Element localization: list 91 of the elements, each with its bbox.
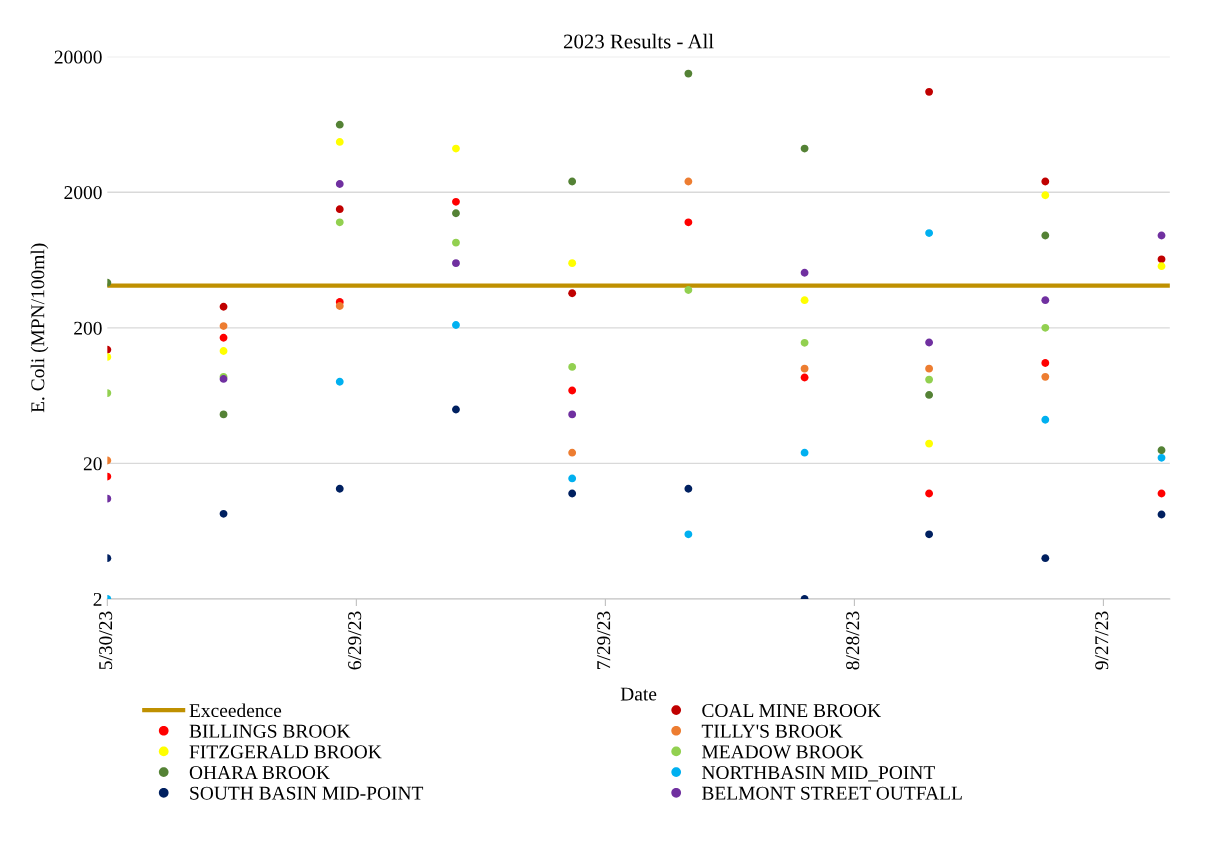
y-tick-label: 20 [83, 457, 102, 471]
point [1157, 489, 1166, 498]
point [684, 69, 693, 78]
point [925, 489, 934, 498]
point [800, 364, 809, 373]
x-tick-label: 6/29/23 [348, 611, 362, 670]
point [335, 205, 344, 214]
point [800, 296, 809, 305]
point [452, 197, 460, 206]
point [1041, 191, 1050, 200]
point [568, 474, 577, 483]
point [925, 87, 934, 96]
x-tick-label: 5/30/23 [99, 611, 113, 670]
legend-label: COAL MINE BROOK [702, 704, 881, 718]
chart-title: 2023 Results - All [563, 33, 714, 49]
point [219, 322, 228, 331]
point [1041, 359, 1050, 367]
point [925, 391, 934, 399]
point [568, 259, 577, 268]
point [1041, 415, 1050, 424]
point [219, 347, 228, 355]
point [1041, 323, 1050, 332]
point [452, 209, 460, 218]
point [684, 530, 693, 539]
point [800, 373, 809, 382]
legend-label: FITZGERALD BROOK [189, 745, 382, 759]
point [1157, 255, 1166, 264]
point [568, 289, 577, 298]
legend-label: Exceedence [189, 703, 282, 718]
point [1157, 446, 1166, 455]
point [684, 484, 693, 493]
legend-label: OHARA BROOK [189, 766, 330, 780]
point [800, 144, 809, 153]
point [219, 509, 228, 518]
point [452, 321, 460, 329]
point [1041, 231, 1050, 240]
point [925, 338, 934, 347]
y-tick-label: 2000 [64, 186, 102, 200]
point [568, 386, 577, 395]
legend-label: BELMONT STREET OUTFALL [702, 786, 962, 800]
point [925, 375, 934, 384]
point [684, 218, 693, 227]
point [568, 489, 577, 498]
legend-label: NORTHBASIN MID_POINT [702, 766, 935, 782]
point [684, 286, 693, 294]
point [335, 138, 344, 146]
point [335, 120, 344, 129]
point [800, 268, 809, 277]
legend-label: TILLY'S BROOK [701, 724, 843, 738]
point [684, 177, 693, 186]
point [568, 410, 577, 419]
point [800, 338, 809, 347]
point [1041, 177, 1050, 186]
x-tick-label: 9/27/23 [1095, 611, 1109, 670]
point [1041, 554, 1050, 563]
point [800, 448, 809, 457]
point [568, 362, 577, 371]
point [1041, 372, 1050, 381]
y-tick-label: 2 [93, 592, 102, 606]
point [452, 405, 460, 414]
point [1041, 296, 1050, 305]
point [219, 333, 228, 342]
point [335, 180, 344, 188]
x-tick-label: 8/28/23 [846, 611, 860, 670]
point [925, 364, 934, 373]
x-tick-label: 7/29/23 [597, 611, 611, 669]
legend-label: BILLINGS BROOK [189, 724, 351, 738]
point [335, 218, 344, 227]
point [452, 259, 460, 268]
point [925, 229, 934, 237]
point [568, 177, 577, 186]
point [1157, 510, 1166, 519]
y-axis-title: E. Coli (MPN/100ml) [30, 243, 49, 413]
legend-label: SOUTH BASIN MID-POINT [190, 786, 424, 800]
point [452, 144, 460, 153]
point [452, 238, 460, 247]
point [925, 530, 934, 539]
y-tick-label: 20000 [54, 50, 102, 64]
point [219, 410, 228, 419]
point [335, 484, 344, 493]
point [219, 302, 228, 311]
y-tick-label: 200 [74, 321, 102, 335]
point [335, 302, 344, 310]
point [335, 377, 344, 386]
legend-label: MEADOW BROOK [702, 745, 864, 759]
point [1157, 231, 1166, 240]
point [925, 439, 934, 448]
x-axis-title: Date [620, 687, 657, 701]
point [1157, 453, 1166, 462]
point [1157, 262, 1166, 271]
point [568, 448, 577, 457]
